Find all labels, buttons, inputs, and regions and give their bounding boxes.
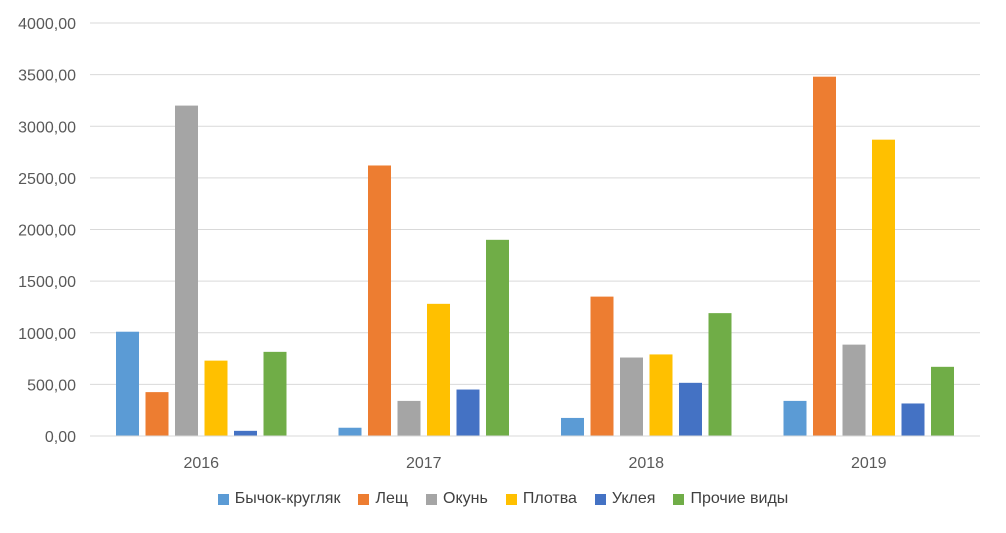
legend-label: Лещ: [375, 490, 409, 507]
y-tick-label: 500,00: [27, 377, 76, 394]
bar: [263, 351, 287, 436]
bar: [116, 331, 139, 436]
legend-swatch: [217, 493, 229, 505]
bar: [620, 357, 643, 436]
y-tick-label: 1500,00: [18, 274, 76, 291]
bar: [486, 239, 509, 436]
legend-item: Лещ: [358, 490, 408, 508]
legend-label: Окунь: [443, 490, 488, 507]
legend-item: Бычок-кругляк: [217, 490, 341, 508]
bar: [338, 427, 362, 436]
x-category-label: 2017: [406, 455, 442, 472]
x-category-label: 2019: [851, 455, 887, 472]
legend-swatch: [594, 493, 606, 505]
legend-item: Уклея: [594, 490, 656, 508]
bar: [590, 296, 614, 436]
bar: [561, 417, 584, 436]
legend-label: Бычок-кругляк: [234, 490, 341, 507]
y-axis-tick-labels: 0,00 500,00 1000,00 1500,00 2000,00 2500,00 30…: [18, 16, 76, 446]
legend: Бычок-кругляк Лещ Окунь Плотва Уклея Прочие в…: [0, 490, 1006, 508]
bar: [901, 403, 925, 436]
legend-label: Плотва: [522, 490, 577, 507]
legend-item: Прочие виды: [673, 490, 788, 508]
bar: [813, 76, 836, 436]
x-axis-category-labels: 2016 2017 2018 2019: [183, 455, 886, 472]
legend-swatch: [673, 493, 685, 505]
bar: [204, 360, 228, 436]
bar: [649, 354, 673, 436]
bar: [175, 105, 198, 436]
bar: [234, 430, 257, 436]
bars: [116, 76, 954, 437]
bar: [427, 303, 450, 436]
y-tick-label: 0,00: [45, 429, 76, 446]
bar-chart: 0,00 500,00 1000,00 1500,00 2000,00 2500,00 30…: [18, 16, 980, 472]
bar: [679, 382, 702, 436]
y-tick-label: 2000,00: [18, 223, 76, 240]
y-tick-label: 1000,00: [18, 326, 76, 343]
x-category-label: 2018: [628, 455, 664, 472]
y-tick-label: 3500,00: [18, 68, 76, 85]
bar: [145, 392, 169, 436]
legend-label: Уклея: [611, 490, 656, 507]
bar: [842, 344, 866, 436]
bar: [368, 165, 391, 437]
bar: [708, 313, 732, 436]
x-category-label: 2016: [183, 455, 219, 472]
y-tick-label: 4000,00: [18, 16, 76, 33]
legend-swatch: [358, 493, 370, 505]
gridlines: [90, 22, 980, 385]
bar: [783, 400, 807, 436]
bar: [456, 389, 480, 436]
legend-swatch: [505, 493, 517, 505]
bar: [397, 400, 421, 436]
y-tick-label: 3000,00: [18, 119, 76, 136]
y-tick-label: 2500,00: [18, 171, 76, 188]
legend-label: Прочие виды: [690, 490, 789, 507]
legend-item: Плотва: [505, 490, 577, 508]
legend-item: Окунь: [426, 490, 488, 508]
legend-swatch: [426, 493, 438, 505]
bar: [931, 366, 954, 436]
bar: [872, 139, 895, 437]
